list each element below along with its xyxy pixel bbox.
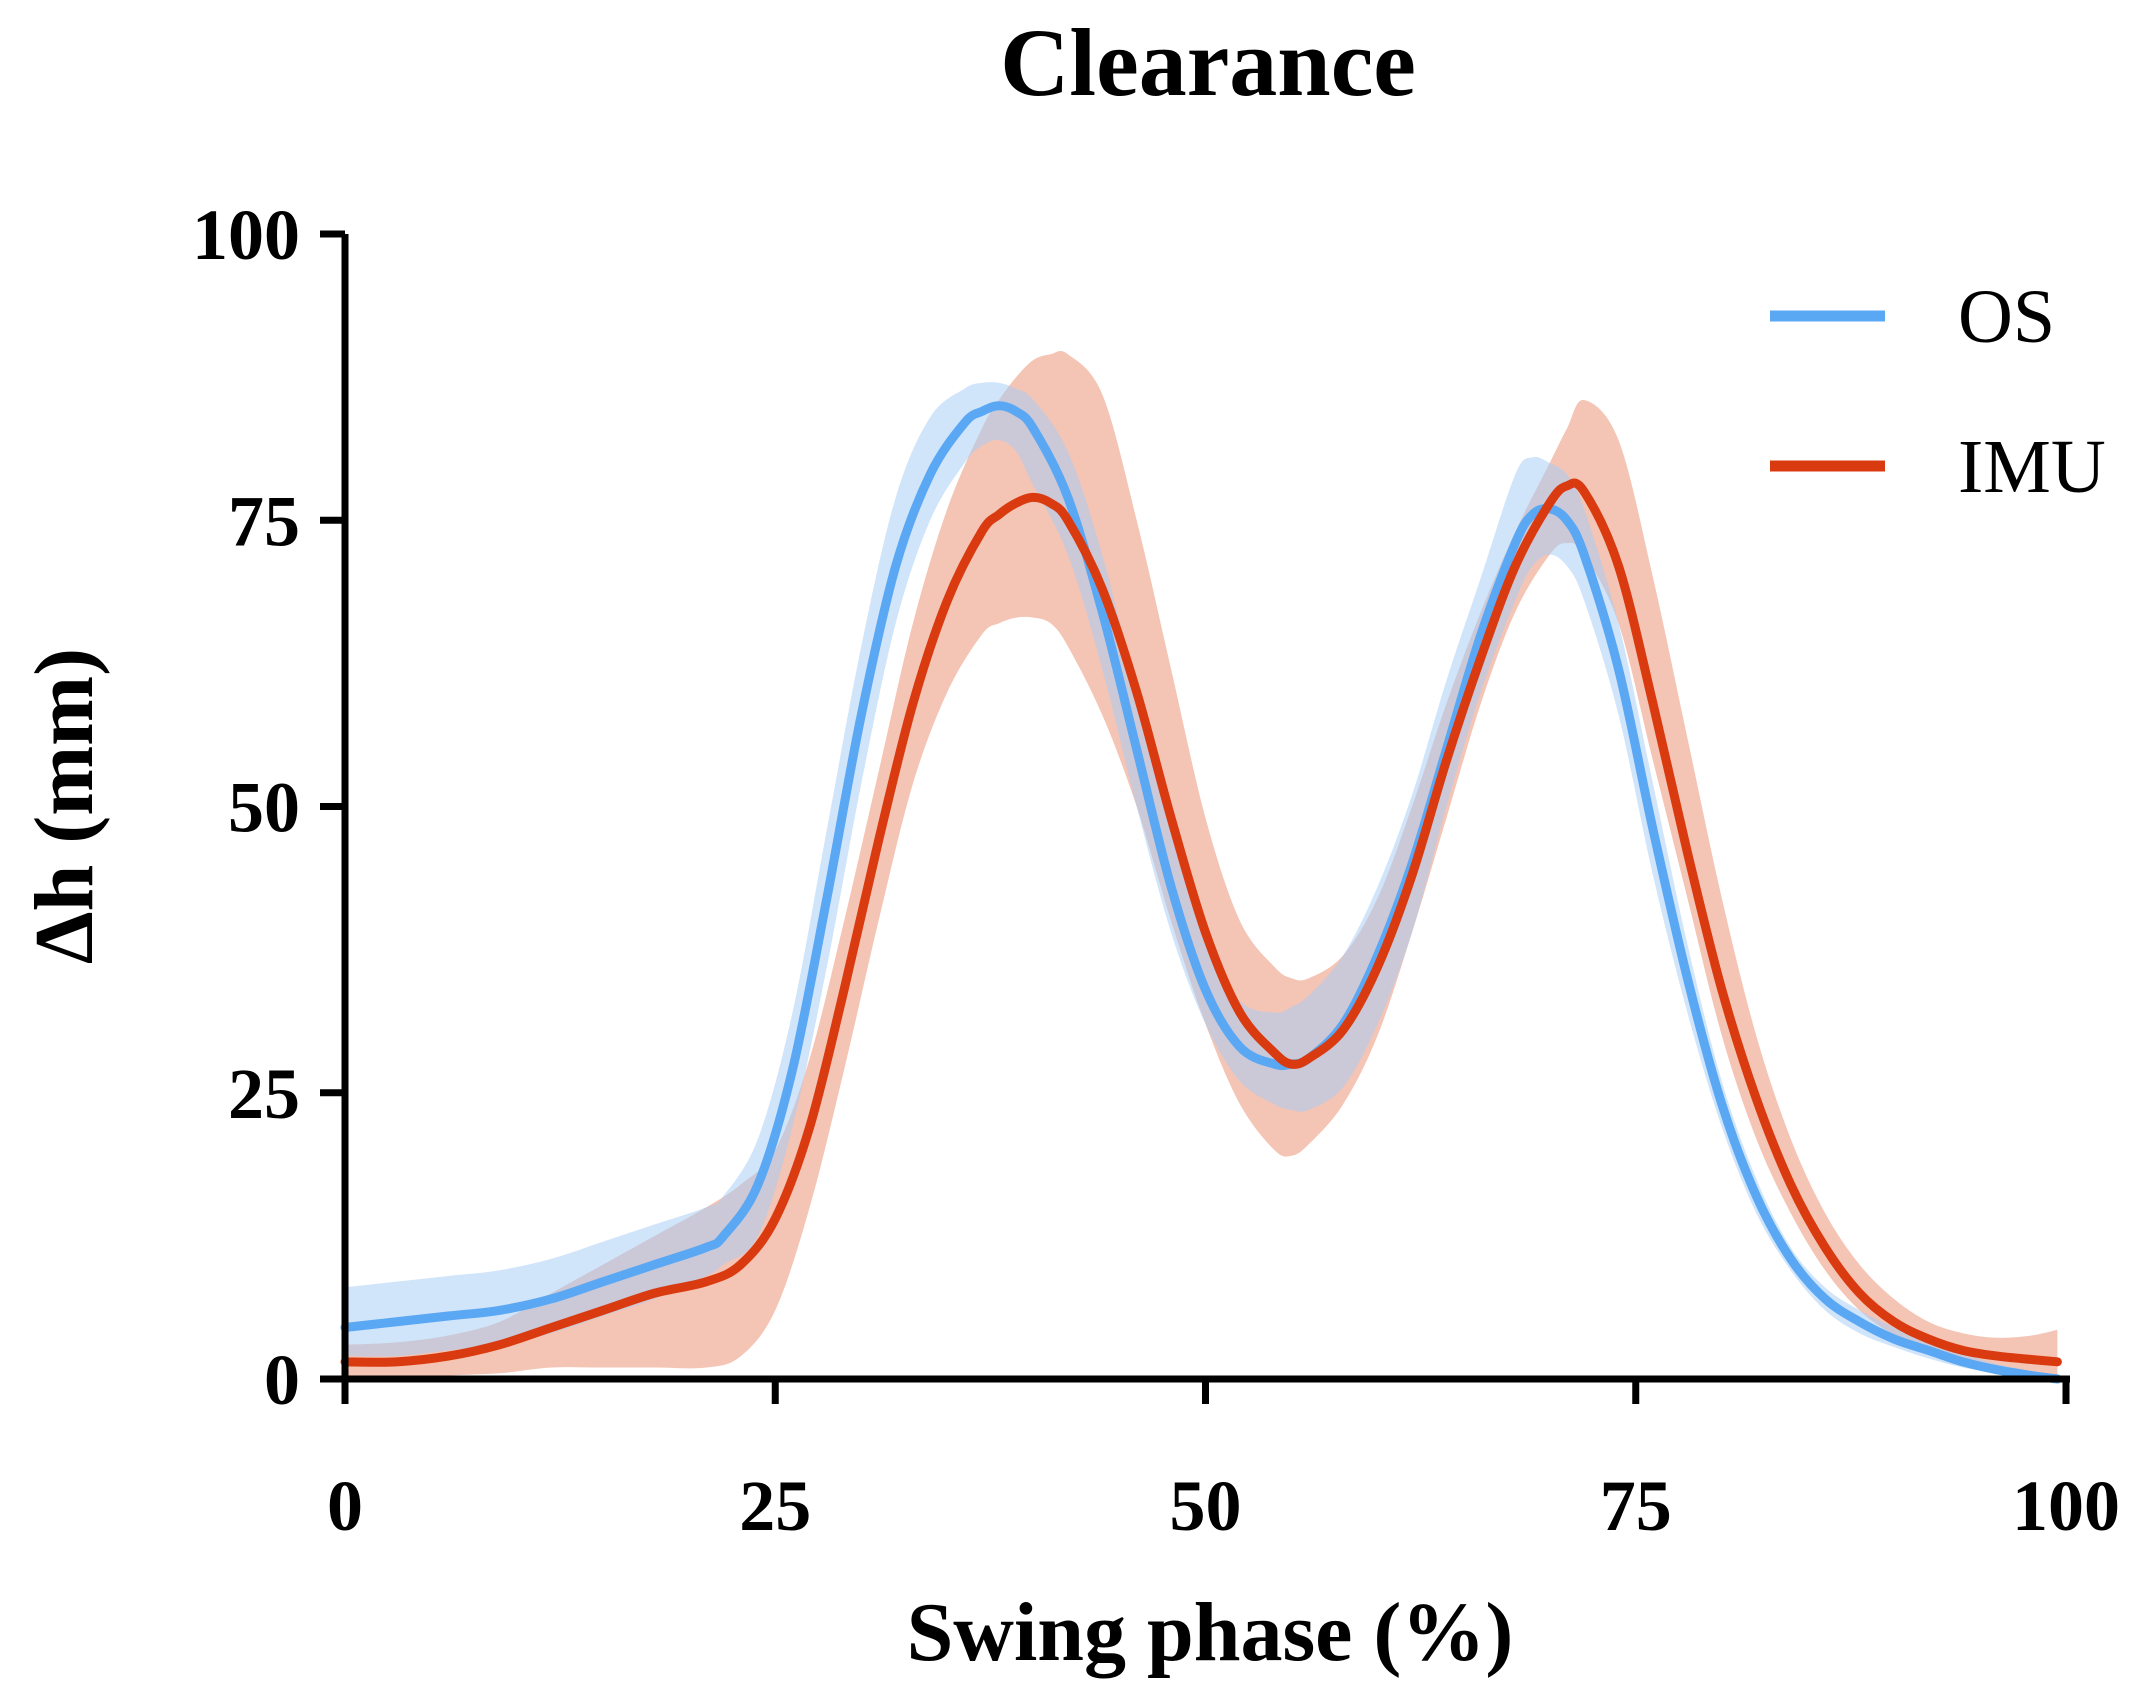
- x-tick-label: 0: [327, 1466, 363, 1546]
- series-lines: [340, 401, 2062, 1384]
- y-ticks: 0 25 50 75 100: [192, 195, 345, 1420]
- legend: OS IMU: [1770, 275, 2106, 509]
- legend-label-imu: IMU: [1958, 425, 2106, 509]
- line-os: [340, 401, 2062, 1384]
- line-imu: [340, 478, 2062, 1367]
- y-tick-label: 50: [228, 768, 300, 848]
- y-tick-label: 100: [192, 195, 300, 275]
- y-axis-label: Δh (mm): [18, 648, 111, 964]
- x-ticks: 0 25 50 75 100: [327, 1379, 2120, 1546]
- x-tick-label: 25: [739, 1466, 811, 1546]
- x-axis-label: Swing phase (%): [907, 1586, 1514, 1679]
- legend-label-os: OS: [1958, 275, 2055, 359]
- chart-title: Clearance: [1000, 9, 1416, 116]
- band-imu: [345, 351, 2058, 1380]
- y-tick-label: 75: [228, 481, 300, 561]
- x-tick-label: 100: [2012, 1466, 2120, 1546]
- y-tick-label: 0: [264, 1340, 300, 1420]
- y-tick-label: 25: [228, 1054, 300, 1134]
- x-tick-label: 50: [1170, 1466, 1242, 1546]
- confidence-bands: [345, 351, 2058, 1380]
- x-tick-label: 75: [1600, 1466, 1672, 1546]
